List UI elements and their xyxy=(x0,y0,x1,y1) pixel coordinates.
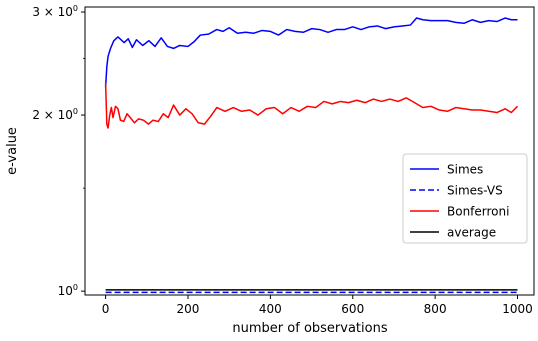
x-tick-label: 200 xyxy=(177,302,200,316)
y-axis-ticks: 100 2 × 100 3 × 100 xyxy=(32,4,85,298)
x-axis-ticks: 0 200 400 600 800 1000 xyxy=(102,295,533,316)
x-tick-label: 600 xyxy=(341,302,364,316)
y-tick-label: 3 × 100 xyxy=(32,4,78,19)
legend-label: Simes-VS xyxy=(447,184,503,198)
y-tick-label: 100 xyxy=(58,283,78,298)
x-tick-label: 400 xyxy=(259,302,282,316)
legend-box xyxy=(402,153,528,244)
plot-area xyxy=(85,7,534,295)
y-axis-label: e-value xyxy=(5,127,20,175)
legend-label: Bonferroni xyxy=(447,205,509,219)
series-line-bonferroni xyxy=(104,82,519,129)
x-axis-label: number of observations xyxy=(232,321,387,336)
legend: Simes Simes-VS Bonferroni average xyxy=(402,153,528,244)
y-tick-label: 2 × 100 xyxy=(32,107,78,122)
plot-frame xyxy=(84,6,535,296)
legend-label: average xyxy=(447,226,496,240)
series-layer xyxy=(104,17,519,294)
x-tick-label: 1000 xyxy=(502,302,533,316)
legend-label: Simes xyxy=(447,163,483,177)
x-tick-label: 800 xyxy=(424,302,447,316)
series-line-simes xyxy=(104,17,518,88)
x-tick-label: 0 xyxy=(102,302,110,316)
